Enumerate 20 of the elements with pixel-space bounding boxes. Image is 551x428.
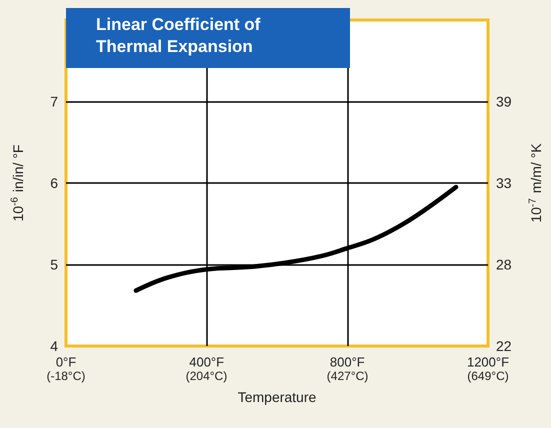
- y-tick-label: 7: [50, 94, 58, 110]
- y2-tick-label: 22: [496, 338, 512, 354]
- y2-tick-label: 28: [496, 256, 512, 272]
- x-tick-label: 1200°F: [466, 354, 510, 370]
- x2-tick-label: (-18°C): [46, 369, 86, 383]
- x2-tick-label: (649°C): [467, 369, 509, 383]
- x2-tick-label: (427°C): [326, 369, 368, 383]
- y2-tick-label: 39: [496, 94, 512, 110]
- x-tick-label: 400°F: [189, 354, 224, 370]
- x-tick-label: 0°F: [56, 354, 76, 370]
- chart-title: Linear Coefficient of Thermal Expansion: [96, 14, 260, 58]
- y-tick-label: 4: [50, 338, 58, 354]
- x-tick-label: 800°F: [330, 354, 365, 370]
- y-axis-title: 10-6 in/in/ °F: [10, 144, 26, 222]
- y-tick-label: 6: [50, 175, 58, 191]
- x-axis-title: Temperature: [238, 389, 317, 405]
- y2-axis-title: 10-7 m/m/ °K: [528, 142, 544, 223]
- y-tick-label: 5: [50, 256, 58, 272]
- y2-tick-label: 33: [496, 175, 512, 192]
- x2-tick-label: (204°C): [186, 369, 228, 383]
